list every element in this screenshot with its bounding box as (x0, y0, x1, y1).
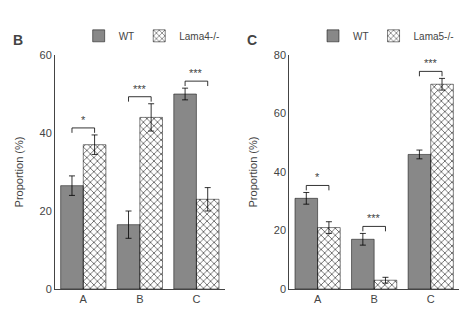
svg-text:20: 20 (40, 205, 52, 217)
svg-text:60: 60 (40, 49, 52, 61)
svg-text:Lama4-/-: Lama4-/- (179, 31, 219, 42)
svg-text:Proportion (%): Proportion (%) (247, 137, 259, 208)
svg-text:Proportion (%): Proportion (%) (13, 137, 25, 208)
svg-text:C: C (427, 293, 435, 305)
svg-text:Lama5-/-: Lama5-/- (414, 31, 454, 42)
svg-text:B: B (370, 293, 377, 305)
svg-text:B: B (136, 293, 143, 305)
svg-text:0: 0 (280, 283, 286, 295)
svg-text:C: C (247, 32, 257, 48)
svg-text:20: 20 (274, 224, 286, 236)
svg-text:*: * (81, 114, 86, 126)
svg-text:C: C (192, 293, 200, 305)
svg-text:WT: WT (119, 31, 135, 42)
svg-text:***: *** (133, 83, 147, 95)
svg-text:40: 40 (274, 166, 286, 178)
svg-text:WT: WT (353, 31, 369, 42)
svg-text:B: B (13, 32, 23, 48)
svg-text:A: A (80, 293, 88, 305)
svg-text:A: A (314, 293, 322, 305)
svg-text:***: *** (424, 57, 438, 69)
svg-text:60: 60 (274, 107, 286, 119)
svg-text:***: *** (189, 67, 203, 79)
svg-text:***: *** (367, 212, 381, 224)
svg-text:0: 0 (46, 283, 52, 295)
svg-text:80: 80 (274, 49, 286, 61)
svg-text:*: * (315, 171, 320, 183)
svg-text:40: 40 (40, 127, 52, 139)
